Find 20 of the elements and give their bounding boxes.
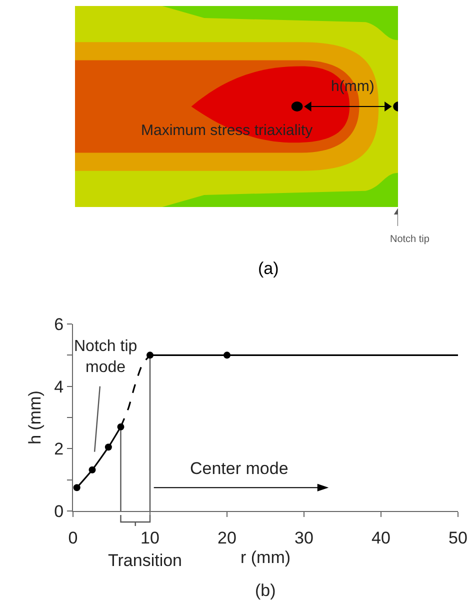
text: (b): [255, 581, 276, 600]
text: Transition: [108, 551, 182, 570]
y-tick-label: 4: [54, 377, 64, 396]
x-tick-label: 0: [68, 528, 78, 548]
y-tick-label: 6: [54, 314, 64, 334]
x-tick-label: 40: [372, 528, 390, 548]
text: Notch tip: [390, 234, 430, 245]
y-tick-label: 0: [54, 502, 64, 521]
x-tick-label: 50: [448, 528, 468, 548]
y-axis-title: h (mm): [26, 390, 45, 444]
text: (a): [258, 259, 279, 278]
x-axis-title: r (mm): [240, 548, 291, 567]
annotation: Notch tip mode: [74, 338, 138, 376]
annotation: Center mode: [190, 459, 288, 478]
text: Maximum stress triaxiality: [141, 122, 314, 139]
x-tick-label: 30: [294, 528, 314, 548]
x-tick-label: 20: [218, 528, 236, 548]
text: h(mm): [331, 78, 374, 95]
x-tick-label: 10: [140, 528, 160, 548]
y-tick-label: 2: [54, 440, 64, 459]
